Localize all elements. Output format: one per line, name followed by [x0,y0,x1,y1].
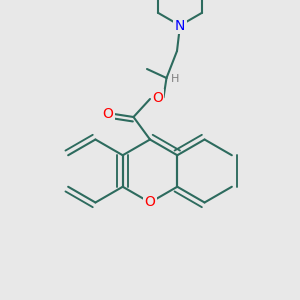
Text: H: H [171,74,179,85]
Text: O: O [103,107,113,121]
Text: O: O [152,91,163,104]
Text: N: N [175,19,185,32]
Text: O: O [145,196,155,209]
